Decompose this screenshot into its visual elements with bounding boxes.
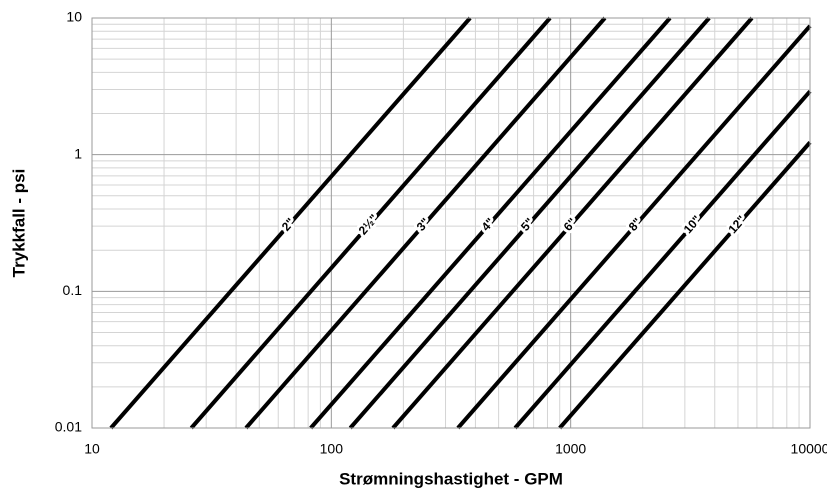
x-axis-label: Strømningshastighet - GPM [339,469,563,488]
pipe-line [244,16,607,430]
pipe-line [558,141,812,430]
pipe-line [391,16,754,430]
pipe-line [109,16,472,430]
x-tick-label: 10000 [791,441,827,457]
y-axis-label: Trykkfall - psi [9,169,28,278]
pipe-line [348,16,711,430]
y-tick-label: 10 [66,9,82,25]
y-tick-label: 1 [74,145,82,161]
x-tick-label: 10 [84,441,100,457]
pipe-line [513,89,812,430]
x-tick-label: 100 [320,441,344,457]
y-tick-label: 0.01 [55,419,82,435]
pipe-line [309,16,672,430]
pipe-line [456,24,812,430]
pipe-line [189,16,552,430]
plot-border [91,17,811,429]
grid: 10 100 1000 10000 0.01 0.1 1 10 [55,9,827,457]
y-tick-label: 0.1 [63,282,83,298]
x-tick-label: 1000 [555,441,586,457]
